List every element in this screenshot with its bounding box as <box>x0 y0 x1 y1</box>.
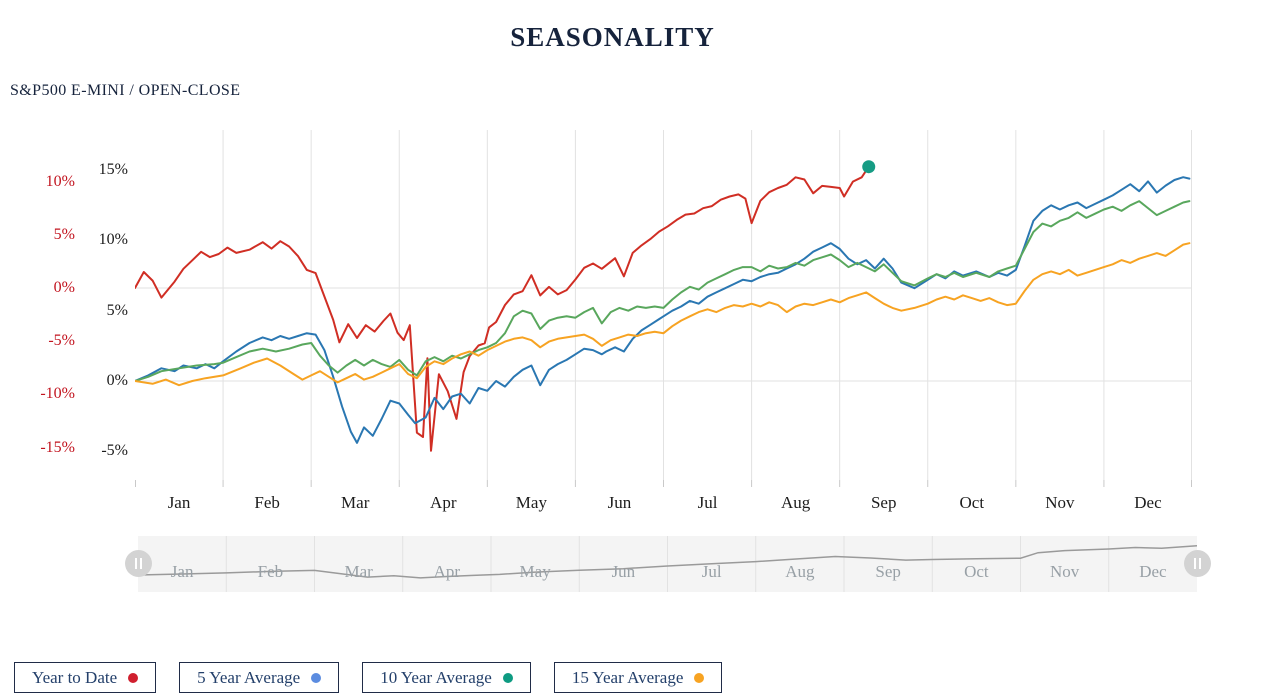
navigator-month-label: Mar <box>344 562 373 581</box>
red-axis-tick-label: -15% <box>40 438 75 456</box>
legend-label: 10 Year Average <box>380 667 492 687</box>
legend-dot <box>502 672 513 683</box>
legend: Year to Date 5 Year Average 10 Year Averag… <box>14 662 723 693</box>
legend-label: 15 Year Average <box>571 667 684 687</box>
black-axis-tick-label: 0% <box>106 372 128 389</box>
x-axis-month-label: Jun <box>607 493 632 512</box>
navigator-left-handle-icon[interactable] <box>125 550 152 577</box>
x-axis-month-label: Oct <box>959 493 985 512</box>
red-axis-tick-label: 10% <box>45 172 75 190</box>
range-navigator[interactable]: Jan Feb Mar Apr May Jun Jul Aug Sep Oct Nov Dec <box>125 536 1211 592</box>
navigator-right-handle-icon[interactable] <box>1184 550 1211 577</box>
red-axis-tick-label: -5% <box>48 332 75 350</box>
legend-button-year-to-date[interactable]: Year to Date <box>14 662 157 693</box>
navigator-svg <box>138 536 1197 592</box>
x-axis-month-label: Nov <box>1045 493 1075 512</box>
x-axis-month-label: Apr <box>430 493 457 512</box>
red-axis-tick-label: -10% <box>40 385 75 403</box>
legend-button-10-year-average[interactable]: 10 Year Average <box>362 662 531 693</box>
black-axis-tick-label: 15% <box>98 161 128 179</box>
legend-dot <box>311 672 322 683</box>
series-line-year-to-date <box>134 165 870 452</box>
legend-label: Year to Date <box>32 667 118 687</box>
navigator-month-label: Apr <box>433 562 461 581</box>
x-axis-month-label: Jan <box>167 493 191 512</box>
series-line-10-year-average <box>134 200 1191 382</box>
legend-button-5-year-average[interactable]: 5 Year Average <box>179 662 340 693</box>
navigator-month-label: Oct <box>964 562 989 581</box>
navigator-month-label: Jan <box>170 562 194 581</box>
series-line-15-year-average <box>134 242 1191 387</box>
navigator-month-label: Dec <box>1139 562 1167 581</box>
chart-subtitle: S&P500 E-MINI / OPEN-CLOSE <box>10 82 241 99</box>
x-axis-month-label: Aug <box>780 493 811 512</box>
navigator-month-label: Feb <box>257 562 284 581</box>
x-axis-month-label: May <box>515 493 547 512</box>
x-axis-month-label: Sep <box>870 493 897 512</box>
page-title: SEASONALITY <box>510 22 715 52</box>
legend-button-15-year-average[interactable]: 15 Year Average <box>553 662 723 693</box>
black-axis-tick-label: 10% <box>98 231 128 249</box>
legend-dot <box>128 672 139 683</box>
navigator-month-label: Jun <box>611 562 636 581</box>
navigator-month-label: Aug <box>785 562 815 581</box>
navigator-month-label: Sep <box>875 562 901 581</box>
x-axis-month-label: Dec <box>1134 493 1162 512</box>
x-axis-month-label: Mar <box>341 493 370 512</box>
legend-label: 5 Year Average <box>197 667 301 687</box>
last-point-marker <box>862 160 876 174</box>
x-axis-month-label: Jul <box>697 493 718 512</box>
red-axis-tick-label: 0% <box>53 279 75 296</box>
x-axis-month-label: Feb <box>254 493 280 512</box>
navigator-month-label: May <box>519 562 551 581</box>
main-chart-svg <box>134 130 1192 487</box>
red-axis-tick-label: 5% <box>53 225 75 243</box>
plot-area[interactable] <box>134 130 1192 488</box>
navigator-month-label: Jul <box>701 562 722 581</box>
legend-dot <box>694 672 705 683</box>
navigator-preview-line <box>138 545 1197 579</box>
navigator-month-label: Nov <box>1049 562 1080 581</box>
black-axis-tick-label: -5% <box>101 442 128 460</box>
series-line-5-year-average <box>134 176 1191 444</box>
black-axis-tick-label: 5% <box>106 301 128 319</box>
